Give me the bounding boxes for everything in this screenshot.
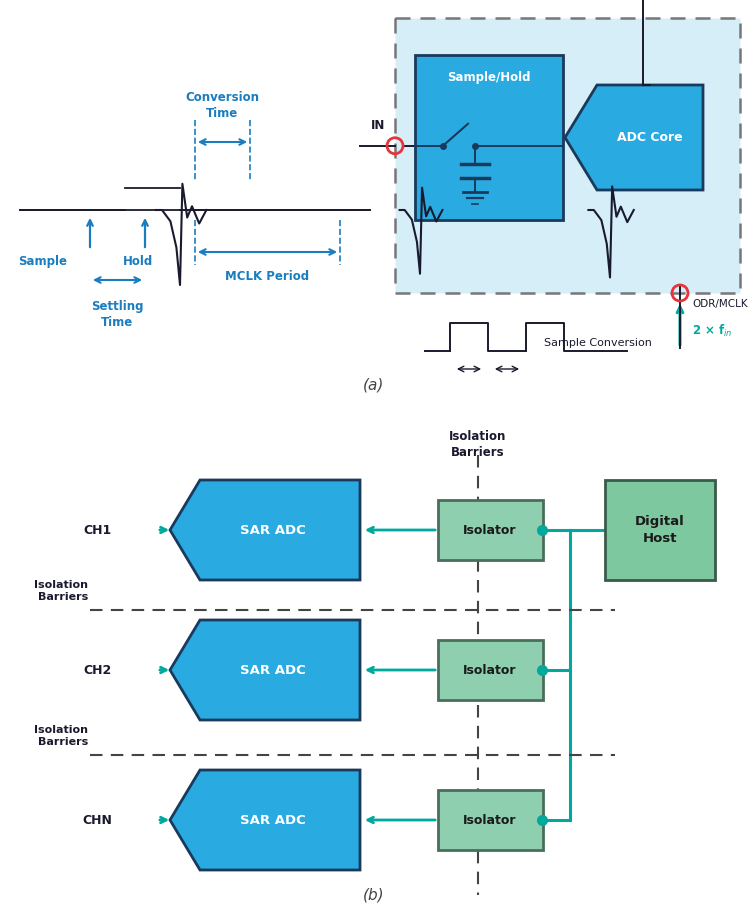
Text: Isolation
Barriers: Isolation Barriers	[449, 430, 506, 459]
Text: Isolator: Isolator	[463, 524, 517, 537]
Text: CHN: CHN	[82, 814, 112, 826]
Polygon shape	[170, 620, 360, 720]
Text: Settling
Time: Settling Time	[91, 300, 143, 329]
Bar	[437, 790, 542, 850]
Bar	[437, 500, 542, 560]
Text: 2 × f$_{in}$: 2 × f$_{in}$	[692, 323, 733, 339]
Polygon shape	[170, 480, 360, 580]
Text: Hold: Hold	[123, 255, 153, 268]
Text: (b): (b)	[363, 888, 385, 903]
Polygon shape	[565, 85, 703, 190]
Text: ADC Core: ADC Core	[617, 131, 683, 144]
Text: ODR/MCLK: ODR/MCLK	[692, 299, 748, 309]
Text: Isolator: Isolator	[463, 814, 517, 826]
Text: IN: IN	[371, 118, 385, 132]
Bar	[395, 18, 740, 293]
Text: Sample: Sample	[18, 255, 67, 268]
Text: CH2: CH2	[84, 663, 112, 677]
Text: CH1: CH1	[84, 524, 112, 537]
Text: Isolation
Barriers: Isolation Barriers	[34, 579, 88, 602]
Text: SAR ADC: SAR ADC	[240, 663, 306, 677]
Text: Digital
Host: Digital Host	[635, 516, 685, 545]
Text: Sample/Hold: Sample/Hold	[447, 70, 531, 84]
Text: Sample Conversion: Sample Conversion	[544, 338, 652, 348]
Text: (a): (a)	[363, 378, 385, 393]
Text: SAR ADC: SAR ADC	[240, 814, 306, 826]
Bar	[415, 55, 563, 220]
Bar	[605, 480, 715, 580]
Text: SAR ADC: SAR ADC	[240, 524, 306, 537]
Text: Isolator: Isolator	[463, 663, 517, 677]
Bar	[437, 640, 542, 700]
Text: Isolation
Barriers: Isolation Barriers	[34, 724, 88, 747]
Text: Conversion
Time: Conversion Time	[186, 91, 259, 120]
Polygon shape	[170, 770, 360, 870]
Text: MCLK Period: MCLK Period	[225, 270, 309, 283]
